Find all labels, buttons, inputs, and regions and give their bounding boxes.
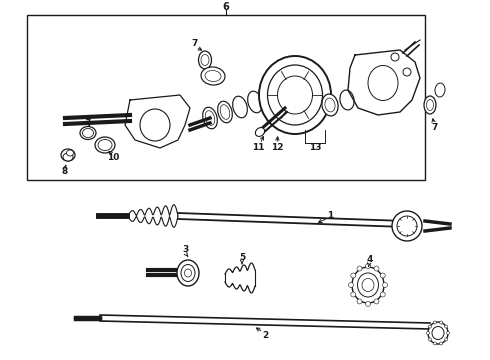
Ellipse shape xyxy=(434,342,437,345)
Ellipse shape xyxy=(140,109,170,141)
Polygon shape xyxy=(125,95,190,148)
Ellipse shape xyxy=(259,56,331,134)
Ellipse shape xyxy=(80,126,96,139)
Text: 3: 3 xyxy=(182,246,188,255)
Text: 6: 6 xyxy=(222,2,229,12)
Ellipse shape xyxy=(444,338,447,341)
Ellipse shape xyxy=(446,332,449,334)
Ellipse shape xyxy=(233,96,247,118)
Ellipse shape xyxy=(383,283,388,288)
Text: 10: 10 xyxy=(107,153,119,162)
Ellipse shape xyxy=(201,54,209,66)
Ellipse shape xyxy=(380,273,385,278)
Ellipse shape xyxy=(198,51,212,69)
Ellipse shape xyxy=(277,76,313,114)
Ellipse shape xyxy=(426,332,430,334)
Bar xyxy=(27,15,425,180)
Ellipse shape xyxy=(98,139,112,150)
Ellipse shape xyxy=(351,292,356,297)
Ellipse shape xyxy=(428,338,431,341)
Ellipse shape xyxy=(247,91,262,113)
Ellipse shape xyxy=(362,279,374,292)
Ellipse shape xyxy=(61,149,75,161)
Text: 8: 8 xyxy=(62,167,68,176)
Ellipse shape xyxy=(397,216,417,236)
Ellipse shape xyxy=(366,264,370,269)
Ellipse shape xyxy=(440,342,442,345)
Ellipse shape xyxy=(424,96,436,114)
Ellipse shape xyxy=(368,66,398,100)
Ellipse shape xyxy=(348,283,353,288)
Ellipse shape xyxy=(95,137,115,153)
Ellipse shape xyxy=(340,90,354,110)
Ellipse shape xyxy=(352,267,384,303)
Ellipse shape xyxy=(440,321,442,324)
Text: 11: 11 xyxy=(252,144,264,153)
Ellipse shape xyxy=(67,150,74,156)
Ellipse shape xyxy=(218,101,232,123)
Ellipse shape xyxy=(185,269,192,277)
Ellipse shape xyxy=(380,292,385,297)
Ellipse shape xyxy=(428,325,431,328)
Ellipse shape xyxy=(392,211,422,241)
Ellipse shape xyxy=(322,94,338,116)
Ellipse shape xyxy=(255,127,265,136)
Ellipse shape xyxy=(403,68,411,76)
Ellipse shape xyxy=(434,321,437,324)
Ellipse shape xyxy=(325,98,335,112)
Text: 2: 2 xyxy=(262,332,268,341)
Text: 4: 4 xyxy=(367,256,373,265)
Text: 9: 9 xyxy=(85,116,91,125)
Ellipse shape xyxy=(426,99,434,111)
Ellipse shape xyxy=(268,65,322,125)
Ellipse shape xyxy=(201,67,225,85)
Ellipse shape xyxy=(351,273,356,278)
Text: 5: 5 xyxy=(239,252,245,261)
Ellipse shape xyxy=(435,83,445,97)
Ellipse shape xyxy=(205,111,215,125)
Text: 7: 7 xyxy=(192,40,198,49)
Ellipse shape xyxy=(205,71,221,81)
Ellipse shape xyxy=(391,53,399,61)
Ellipse shape xyxy=(432,327,444,339)
Ellipse shape xyxy=(374,299,379,304)
Text: 7: 7 xyxy=(432,123,438,132)
Ellipse shape xyxy=(428,322,448,344)
Text: 12: 12 xyxy=(271,144,283,153)
Ellipse shape xyxy=(357,266,362,271)
Ellipse shape xyxy=(203,107,218,129)
Ellipse shape xyxy=(220,105,230,119)
Text: 13: 13 xyxy=(309,144,321,153)
Ellipse shape xyxy=(357,299,362,304)
Ellipse shape xyxy=(444,325,447,328)
Ellipse shape xyxy=(374,266,379,271)
Text: 1: 1 xyxy=(327,211,333,220)
Polygon shape xyxy=(348,50,420,115)
Ellipse shape xyxy=(181,265,195,282)
Ellipse shape xyxy=(177,260,199,286)
Ellipse shape xyxy=(63,153,73,161)
Ellipse shape xyxy=(366,302,370,306)
Ellipse shape xyxy=(82,129,94,138)
Ellipse shape xyxy=(358,273,378,297)
